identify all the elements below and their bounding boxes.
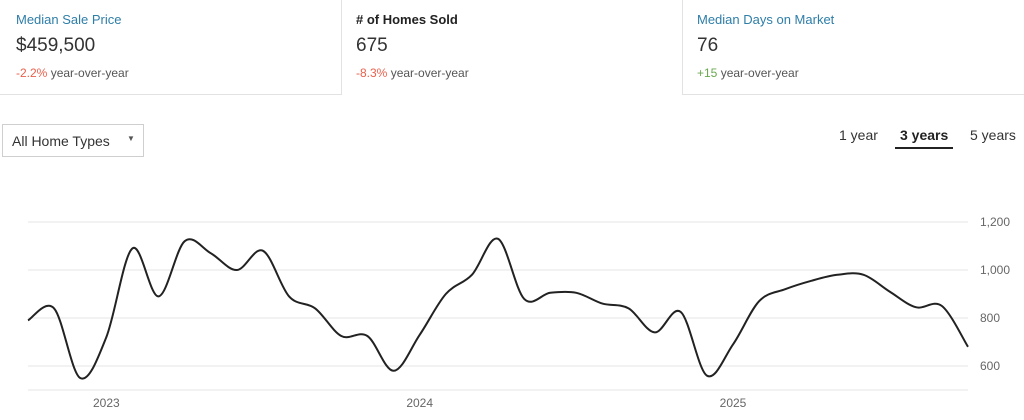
- stat-label[interactable]: Median Sale Price: [16, 12, 122, 27]
- stat-change-value: +15: [697, 66, 718, 80]
- stat-homes-sold: # of Homes Sold 675 -8.3% year-over-year: [342, 0, 682, 95]
- home-type-dropdown[interactable]: All Home Types ▼: [2, 124, 144, 157]
- x-tick-label: 2025: [720, 396, 747, 410]
- stat-change: -2.2% year-over-year: [16, 66, 129, 80]
- stat-value: $459,500: [16, 35, 96, 56]
- stat-change: +15 year-over-year: [697, 66, 799, 80]
- stat-change-suffix: year-over-year: [47, 66, 129, 80]
- x-tick-label: 2024: [406, 396, 433, 410]
- y-tick-label: 1,000: [980, 263, 1010, 277]
- caret-down-icon: ▼: [127, 134, 135, 143]
- stat-label[interactable]: Median Days on Market: [697, 12, 835, 27]
- y-tick-label: 800: [980, 311, 1000, 325]
- stat-change-value: -8.3%: [356, 66, 388, 80]
- y-tick-label: 600: [980, 359, 1000, 373]
- tab-1-year[interactable]: 1 year: [839, 127, 878, 143]
- active-tab-indicator: [895, 147, 953, 149]
- stat-change-suffix: year-over-year: [387, 66, 469, 80]
- stat-value: 675: [356, 35, 388, 56]
- tab-5-years[interactable]: 5 years: [970, 127, 1016, 143]
- x-tick-label: 2023: [93, 396, 120, 410]
- tab-3-years[interactable]: 3 years: [900, 127, 949, 143]
- stat-median-sale-price: Median Sale Price $459,500 -2.2% year-ov…: [0, 0, 342, 95]
- stat-change: -8.3% year-over-year: [356, 66, 469, 80]
- chart-svg: 600 800 1,000 1,200 2023 2024 2025: [27, 215, 1010, 410]
- stat-value: 76: [697, 35, 719, 56]
- series-line[interactable]: [27, 237, 969, 380]
- sold-homes-chart: 600 800 1,000 1,200 2023 2024 2025: [0, 200, 1024, 420]
- home-type-label: All Home Types: [12, 132, 110, 149]
- y-tick-label: 1,200: [980, 215, 1010, 229]
- stats-row: Median Sale Price $459,500 -2.2% year-ov…: [0, 0, 1024, 96]
- stat-label: # of Homes Sold: [356, 12, 458, 27]
- stat-change-value: -2.2%: [16, 66, 48, 80]
- stat-change-suffix: year-over-year: [717, 66, 799, 80]
- stat-days-on-market: Median Days on Market 76 +15 year-over-y…: [682, 0, 1024, 95]
